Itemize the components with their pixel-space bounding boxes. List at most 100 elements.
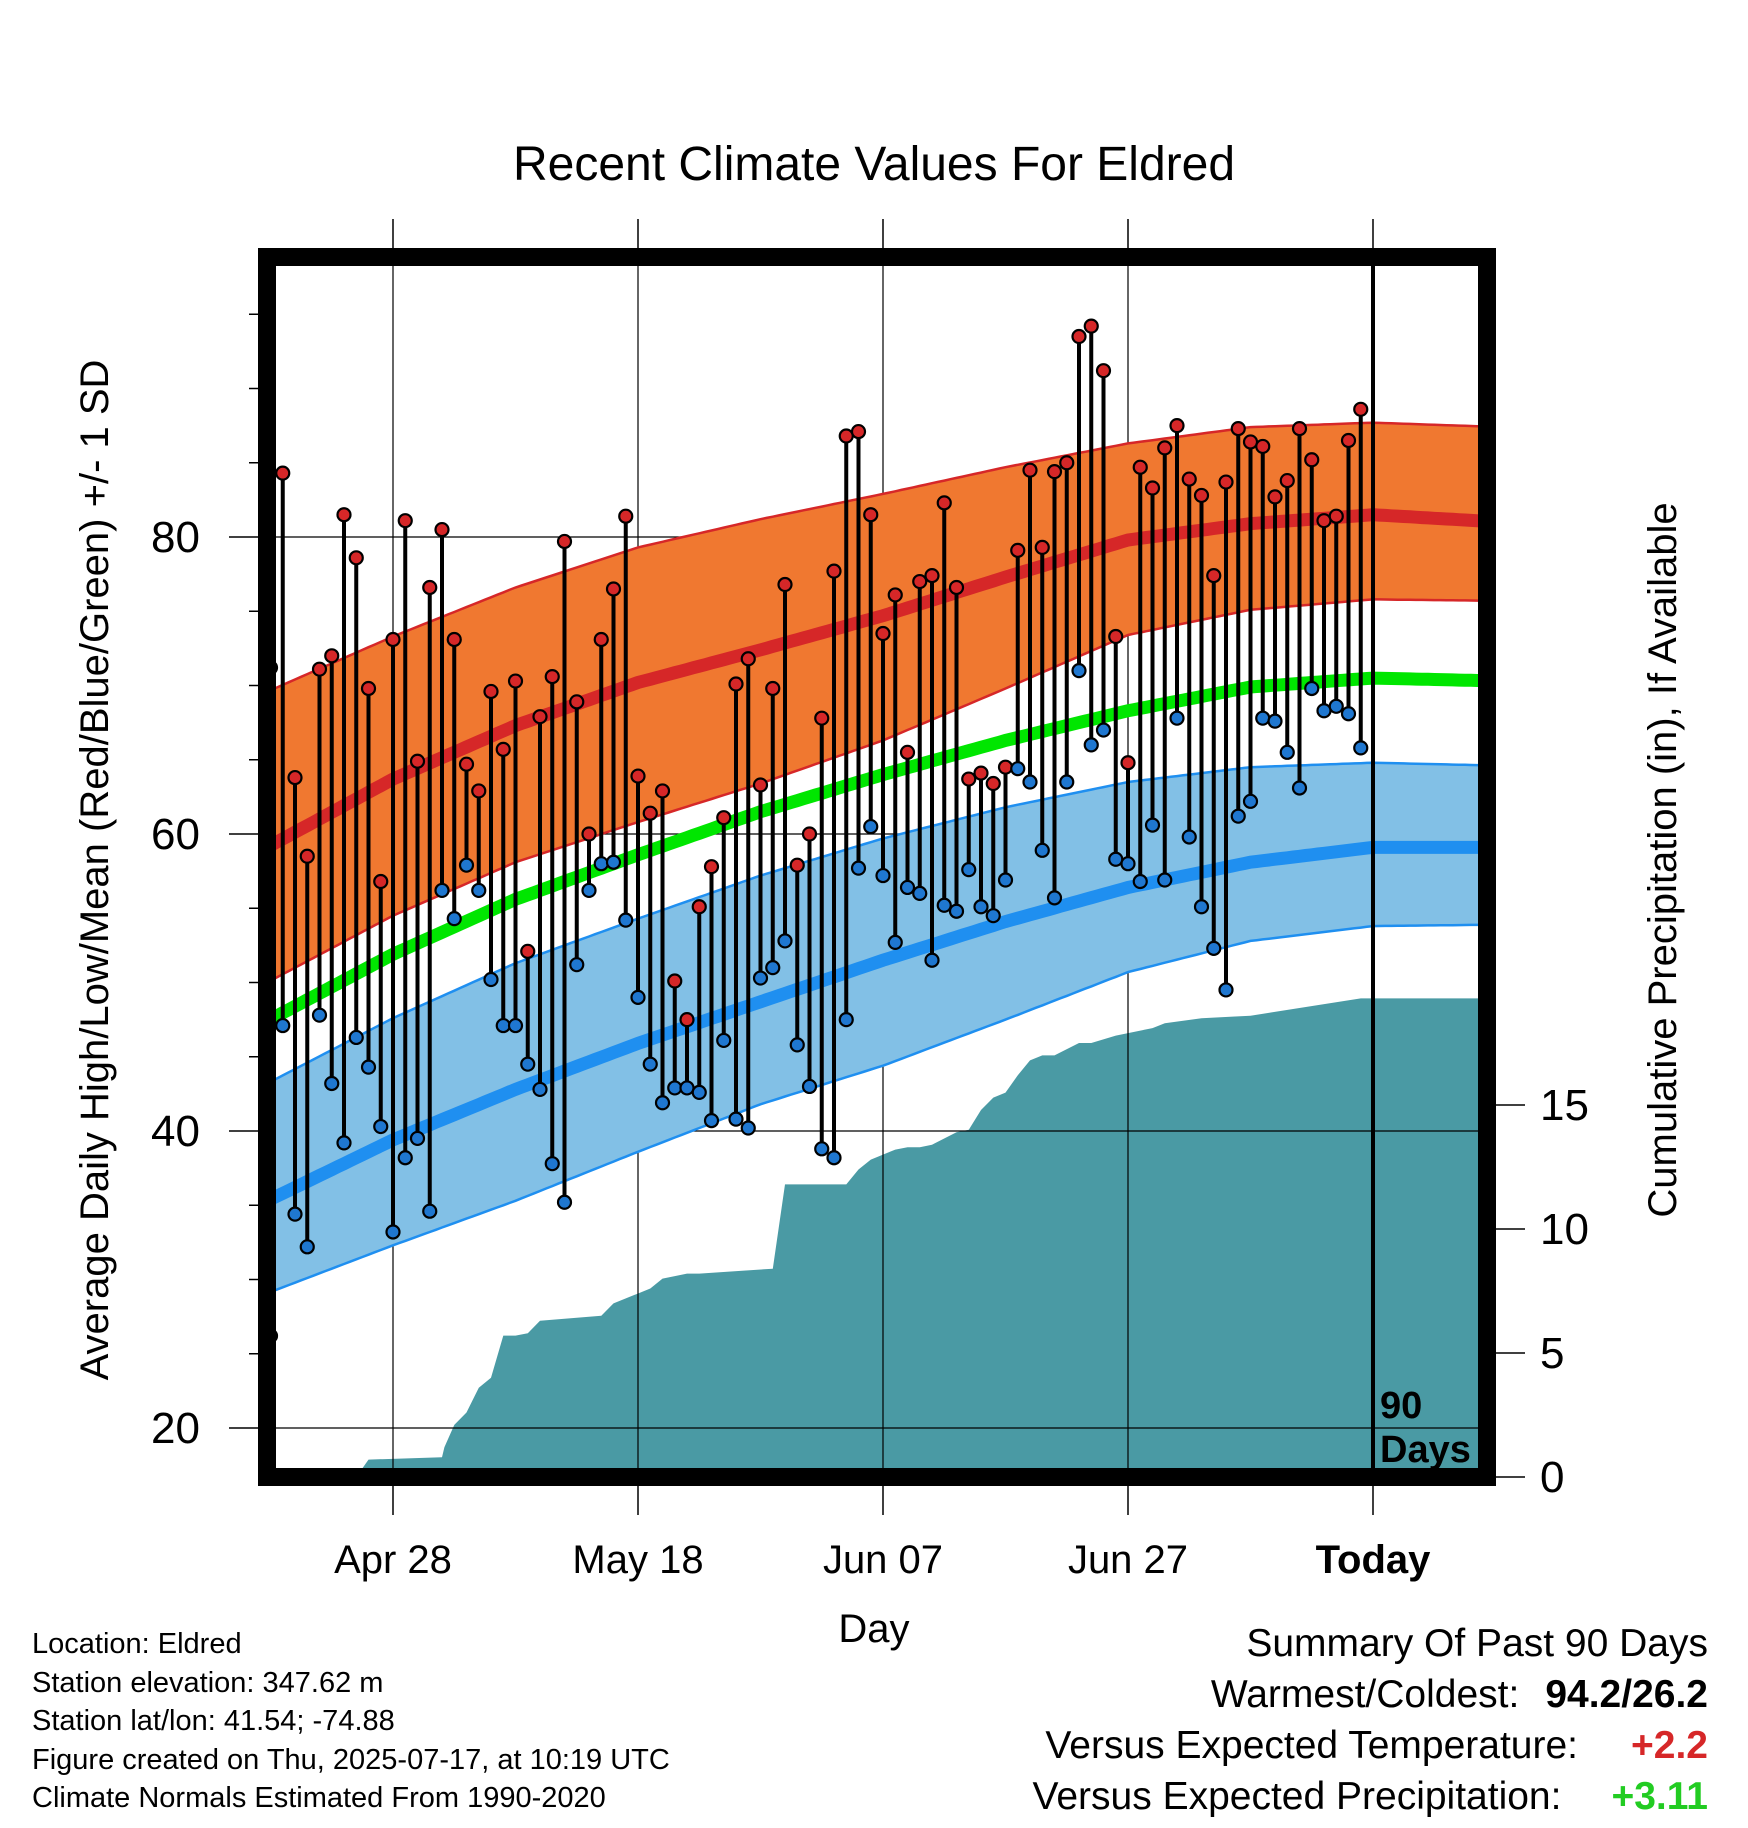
- high-point: [556, 533, 573, 550]
- high-point: [654, 783, 671, 799]
- y2-tick-label: 15: [1540, 1081, 1589, 1130]
- low-point: [1304, 680, 1320, 697]
- low-point: [1022, 774, 1038, 790]
- low-point: [1206, 940, 1222, 956]
- warmest-coldest-row: Warmest/Coldest: 94.2/26.2: [1033, 1669, 1708, 1720]
- high-point: [826, 563, 842, 579]
- high-point: [899, 744, 916, 760]
- high-point: [458, 756, 475, 772]
- low-point: [422, 1203, 438, 1219]
- low-point: [385, 1224, 401, 1240]
- latlon-text: Station lat/lon: 41.54; -74.88: [32, 1705, 395, 1737]
- high-point: [740, 651, 756, 667]
- high-point: [373, 873, 389, 890]
- high-point: [1095, 363, 1112, 379]
- high-point: [1291, 420, 1308, 437]
- station-info: Location: Eldred Station elevation: 347.…: [32, 1625, 670, 1818]
- low-point: [287, 1206, 303, 1222]
- summary-panel: Summary Of Past 90 Days Warmest/Coldest:…: [1033, 1618, 1709, 1822]
- high-point: [630, 768, 646, 784]
- low-point: [997, 872, 1014, 888]
- high-point: [569, 694, 585, 710]
- y-tick-label: 60: [151, 810, 200, 859]
- high-point: [1316, 513, 1332, 529]
- high-point: [1059, 455, 1075, 471]
- low-point: [397, 1150, 413, 1166]
- low-point: [838, 1012, 854, 1028]
- high-point: [985, 775, 1001, 792]
- warmest-coldest-label: Warmest/Coldest:: [1210, 1673, 1520, 1716]
- precip-area: [356, 998, 1487, 1477]
- low-point: [654, 1095, 671, 1111]
- high-point: [691, 899, 707, 915]
- high-point: [1157, 440, 1173, 456]
- low-point: [1181, 829, 1197, 845]
- high-point: [532, 709, 548, 725]
- high-point: [275, 465, 291, 481]
- x-tick-label: Jun 07: [823, 1538, 943, 1582]
- high-point: [422, 579, 438, 596]
- high-point: [336, 507, 352, 523]
- low-point: [887, 934, 903, 951]
- high-point: [1120, 755, 1136, 771]
- low-point: [740, 1120, 756, 1136]
- high-point: [593, 631, 609, 648]
- low-sd-band: [267, 761, 1487, 1295]
- high-point: [850, 423, 867, 440]
- low-point: [1193, 899, 1210, 915]
- low-point: [924, 952, 940, 968]
- high-point: [667, 973, 683, 989]
- high-point: [348, 550, 364, 566]
- high-point: [1267, 489, 1283, 505]
- high-point: [434, 521, 450, 538]
- low-point: [483, 971, 499, 988]
- low-point: [532, 1081, 548, 1098]
- high-point: [728, 676, 744, 692]
- low-point: [581, 882, 597, 899]
- high-point: [1132, 459, 1148, 475]
- low-point: [544, 1156, 560, 1172]
- low-point: [605, 854, 622, 870]
- y2-tick-label: 0: [1540, 1453, 1564, 1502]
- low-point: [630, 989, 646, 1005]
- y-tick-label: 40: [151, 1107, 200, 1156]
- high-point: [483, 683, 499, 700]
- low-point: [777, 933, 793, 949]
- low-point: [360, 1059, 377, 1075]
- y-tick-label: 20: [151, 1404, 200, 1453]
- y2-tick-label: 5: [1540, 1329, 1564, 1378]
- low-point: [1230, 808, 1246, 824]
- x-axis-label: Day: [838, 1607, 909, 1651]
- high-point: [814, 710, 830, 726]
- low-point: [1169, 710, 1185, 726]
- high-point: [924, 568, 940, 584]
- high-point: [642, 805, 658, 821]
- low-point: [275, 1017, 291, 1034]
- y2-tick-label: 10: [1540, 1205, 1589, 1254]
- temp-anomaly-label: Versus Expected Temperature:: [1045, 1724, 1578, 1767]
- low-point: [569, 957, 585, 973]
- today-label-line2: Days: [1380, 1429, 1471, 1471]
- high-point: [1328, 508, 1344, 524]
- summary-heading: Summary Of Past 90 Days: [1246, 1622, 1708, 1665]
- high-point: [1242, 434, 1259, 450]
- high-point: [299, 848, 315, 864]
- high-point: [912, 573, 928, 590]
- low-point: [311, 1007, 328, 1023]
- low-point: [912, 885, 928, 902]
- high-point: [409, 753, 426, 769]
- high-point: [311, 661, 328, 677]
- high-point: [495, 741, 511, 757]
- low-point: [814, 1141, 830, 1157]
- low-point: [728, 1111, 744, 1127]
- location-text: Location: Eldred: [32, 1628, 242, 1660]
- high-point: [777, 576, 793, 593]
- high-point: [1071, 328, 1087, 345]
- high-point: [324, 648, 340, 664]
- low-point: [507, 1017, 524, 1034]
- low-point: [875, 867, 891, 884]
- normals-text: Climate Normals Estimated From 1990-2020: [32, 1782, 606, 1814]
- high-point: [1279, 472, 1295, 489]
- low-point: [667, 1080, 683, 1096]
- low-point: [446, 911, 462, 927]
